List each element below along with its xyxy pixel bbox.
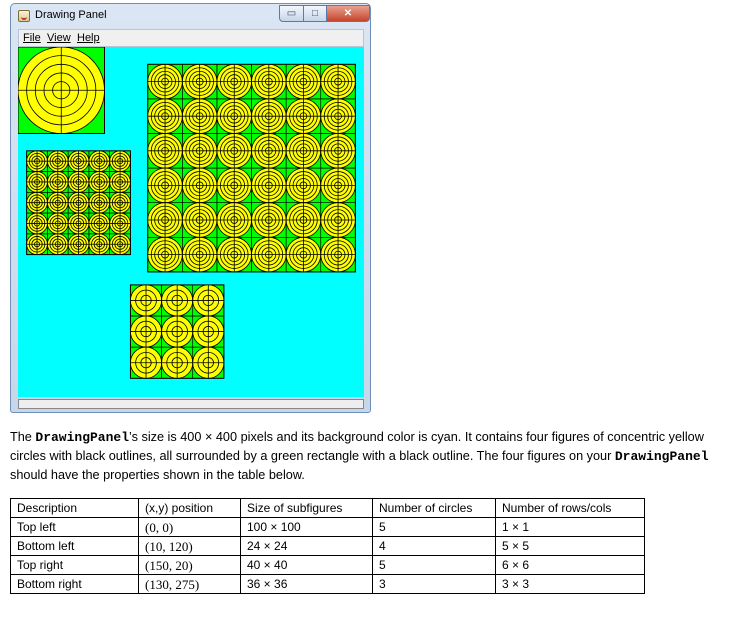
menu-view[interactable]: View [47, 32, 71, 44]
header-circles: Number of circles [372, 498, 496, 518]
window-title: Drawing Panel [35, 9, 107, 21]
table-header-row: Description (x,y) position Size of subfi… [10, 498, 645, 518]
cell-size: 24 × 24 [240, 536, 373, 556]
cell-position: (150, 20) [138, 555, 241, 575]
para-text-2: ’s size is 400 × 400 pixels and its back… [10, 430, 704, 463]
table-row: Top left (0, 0) 100 × 100 5 1 × 1 [10, 517, 645, 537]
cell-size: 40 × 40 [240, 555, 373, 575]
cell-circles: 4 [372, 536, 496, 556]
cell-circles: 3 [372, 574, 496, 594]
cell-description: Bottom right [10, 574, 139, 594]
header-size: Size of subfigures [240, 498, 373, 518]
cell-size: 36 × 36 [240, 574, 373, 594]
para-text-3: should have the properties shown in the … [10, 468, 305, 482]
properties-table: Description (x,y) position Size of subfi… [10, 498, 645, 594]
title-bar[interactable]: Drawing Panel ▭ □ ✕ [11, 4, 370, 29]
close-button[interactable]: ✕ [326, 5, 370, 22]
cell-rows-cols: 3 × 3 [495, 574, 645, 594]
code-drawingpanel-2: DrawingPanel [614, 449, 709, 464]
subfigure-cell [109, 233, 131, 255]
cell-position: (10, 120) [138, 536, 241, 556]
para-text-1: The [10, 430, 36, 444]
status-bar [18, 399, 364, 409]
minimize-button[interactable]: ▭ [279, 5, 304, 22]
java-app-icon [18, 10, 30, 22]
table-row: Bottom left (10, 120) 24 × 24 4 5 × 5 [10, 536, 645, 556]
header-position: (x,y) position [138, 498, 241, 518]
cell-rows-cols: 5 × 5 [495, 536, 645, 556]
drawing-panel-window: Drawing Panel ▭ □ ✕ File View Help [10, 3, 371, 413]
code-drawingpanel-1: DrawingPanel [35, 430, 130, 445]
cell-description: Bottom left [10, 536, 139, 556]
maximize-button[interactable]: □ [303, 5, 327, 22]
cell-rows-cols: 6 × 6 [495, 555, 645, 575]
table-row: Bottom right (130, 275) 36 × 36 3 3 × 3 [10, 574, 645, 594]
cell-description: Top right [10, 555, 139, 575]
menu-file[interactable]: File [23, 32, 41, 44]
cell-position: (130, 275) [138, 574, 241, 594]
drawing-canvas-graphics [17, 46, 356, 379]
cell-circles: 5 [372, 555, 496, 575]
subfigure-cell [192, 346, 225, 379]
header-description: Description [10, 498, 139, 518]
subfigure-cell [320, 237, 356, 273]
drawing-canvas [17, 46, 364, 397]
table-row: Top right (150, 20) 40 × 40 5 6 × 6 [10, 555, 645, 575]
cell-rows-cols: 1 × 1 [495, 517, 645, 537]
cell-description: Top left [10, 517, 139, 537]
description-paragraph: The DrawingPanel’s size is 400 × 400 pix… [10, 428, 730, 485]
cell-position: (0, 0) [138, 517, 241, 537]
cell-circles: 5 [372, 517, 496, 537]
header-rows-cols: Number of rows/cols [495, 498, 645, 518]
menu-bar: File View Help [18, 29, 364, 47]
menu-help[interactable]: Help [77, 32, 100, 44]
cell-size: 100 × 100 [240, 517, 373, 537]
